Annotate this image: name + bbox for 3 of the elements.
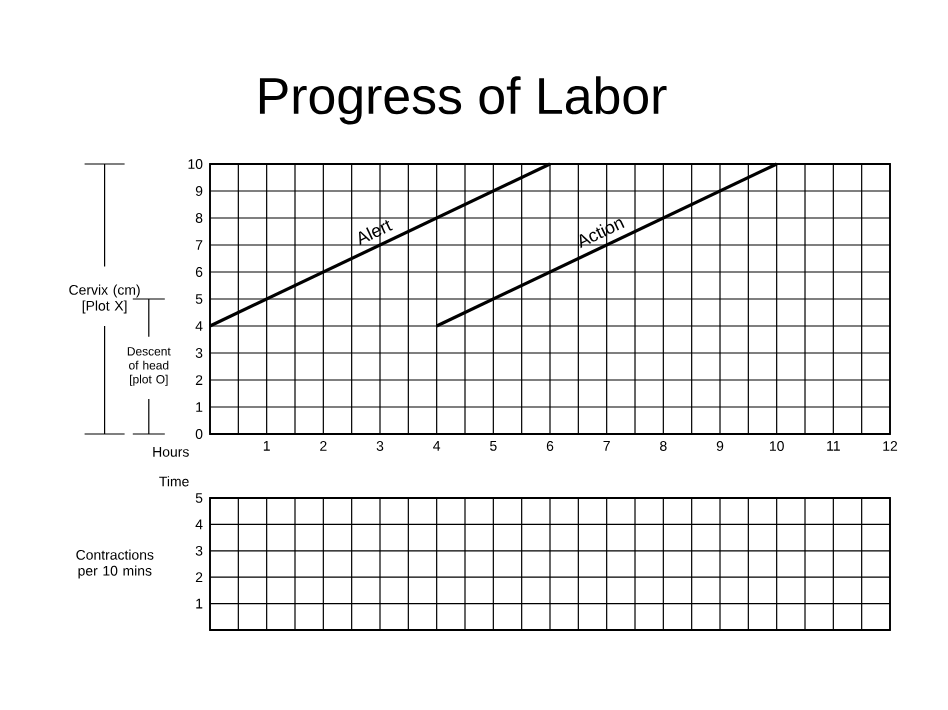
text: Alert xyxy=(358,219,393,246)
text: Action xyxy=(579,219,625,249)
chart-title: Progress of Labor xyxy=(259,76,667,125)
